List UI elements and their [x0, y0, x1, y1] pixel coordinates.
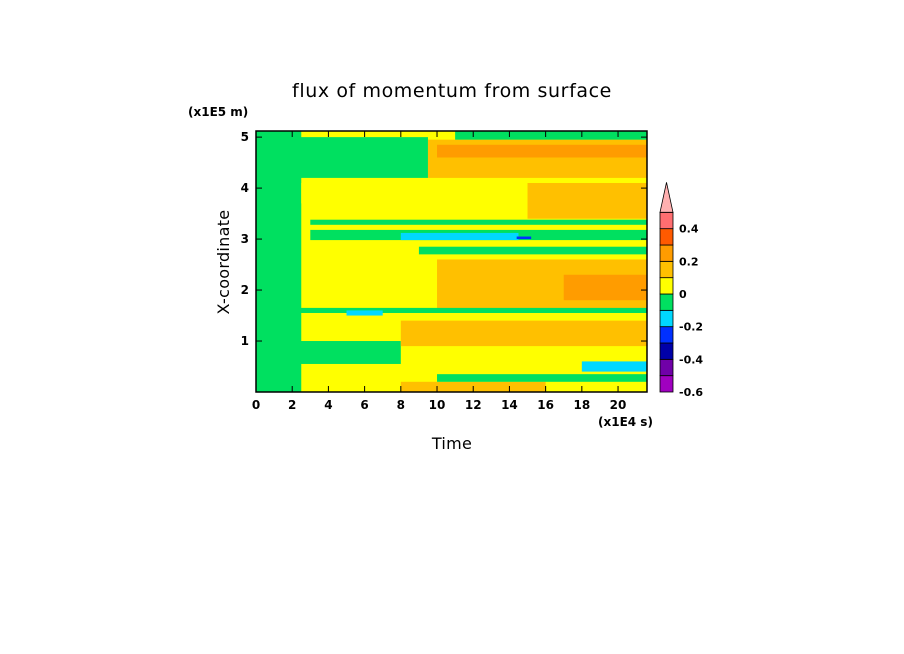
x-tick-label: 12	[465, 398, 482, 412]
y-tick-label: 2	[241, 283, 249, 297]
colorbar-tick-label: -0.4	[679, 353, 703, 366]
colorbar-segment	[659, 309, 674, 328]
colorbar-extend-arrow	[659, 182, 674, 213]
x-axis: 0 2 4 6 8 10 12 14 16 18 20	[252, 131, 627, 412]
y-tick-label: 3	[241, 232, 249, 246]
x-tick-label: 18	[573, 398, 590, 412]
x-tick-label: 8	[397, 398, 405, 412]
colorbar-segment	[659, 375, 674, 393]
contour-region	[455, 131, 647, 140]
contour-region	[400, 320, 647, 347]
contour-region	[400, 232, 519, 241]
colorbar-segment	[659, 358, 674, 377]
colorbar: -0.6 -0.4 -0.2 0 0.2 0.4	[659, 182, 703, 399]
x-axis-label: Time	[431, 434, 472, 453]
x-tick-label: 20	[610, 398, 627, 412]
x-tick-label: 6	[360, 398, 368, 412]
contour-region	[292, 137, 428, 178]
x-tick-label: 10	[429, 398, 446, 412]
y-axis-label: X-coordinate	[214, 210, 233, 315]
y-tick-label: 1	[241, 334, 249, 348]
colorbar-tick-label: -0.6	[679, 386, 703, 399]
contour-region	[292, 341, 401, 364]
colorbar-segment	[659, 277, 674, 295]
colorbar-segment	[659, 211, 674, 230]
contour-region	[527, 182, 647, 219]
plot-area	[255, 130, 648, 393]
colorbar-tick-label: 0.4	[679, 223, 699, 236]
contour-fills	[256, 131, 647, 392]
colorbar-segment	[659, 342, 674, 360]
contour-region	[301, 182, 401, 204]
x-tick-label: 14	[501, 398, 518, 412]
x-tick-label: 16	[537, 398, 554, 412]
contour-region	[437, 374, 647, 382]
contour-region	[418, 246, 647, 255]
contour-region	[563, 274, 647, 301]
plot-frame	[255, 130, 648, 393]
y-tick-label: 4	[241, 181, 249, 195]
contour-region	[292, 307, 647, 313]
colorbar-segment	[659, 228, 674, 246]
chart-title: flux of momentum from surface	[292, 80, 612, 102]
y-axis: 1 2 3 4 5	[241, 130, 647, 348]
x-tick-label: 4	[324, 398, 332, 412]
contour-region	[346, 310, 383, 316]
colorbar-segment	[659, 293, 674, 311]
colorbar-tick-label: -0.2	[679, 321, 703, 334]
colorbar-segment	[659, 326, 674, 344]
contour-region	[516, 236, 532, 240]
contour-region	[437, 144, 647, 158]
colorbar-tick-label: 0.2	[679, 255, 699, 268]
contour-region	[310, 219, 647, 225]
colorbar-tick-label: 0	[679, 288, 687, 301]
y-unit-label: (x1E5 m)	[188, 105, 248, 119]
x-tick-label: 2	[288, 398, 296, 412]
x-tick-label: 0	[252, 398, 260, 412]
x-unit-label: (x1E4 s)	[598, 415, 653, 429]
contour-region	[581, 361, 647, 372]
y-tick-label: 5	[241, 130, 249, 144]
colorbar-segment	[659, 244, 674, 262]
colorbar-segment	[659, 260, 674, 279]
